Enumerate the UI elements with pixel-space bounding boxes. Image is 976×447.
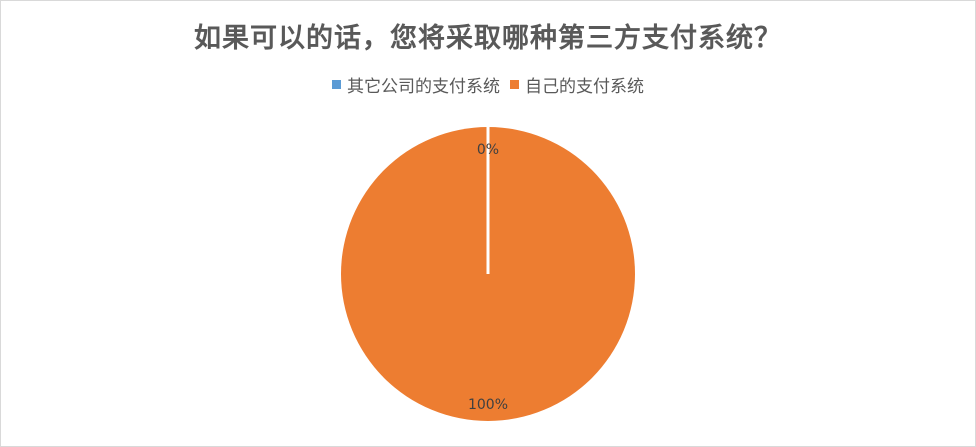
legend-swatch	[510, 80, 519, 89]
legend-item-other: 其它公司的支付系统	[332, 72, 500, 97]
data-label: 100%	[468, 397, 508, 413]
legend: 其它公司的支付系统 自己的支付系统	[0, 72, 976, 97]
legend-swatch	[332, 80, 341, 89]
legend-item-own: 自己的支付系统	[510, 72, 644, 97]
chart-title: 如果可以的话，您将采取哪种第三方支付系统？	[194, 23, 782, 54]
legend-label: 其它公司的支付系统	[347, 77, 500, 97]
legend-label: 自己的支付系统	[525, 77, 644, 97]
data-label: 0%	[477, 142, 499, 158]
